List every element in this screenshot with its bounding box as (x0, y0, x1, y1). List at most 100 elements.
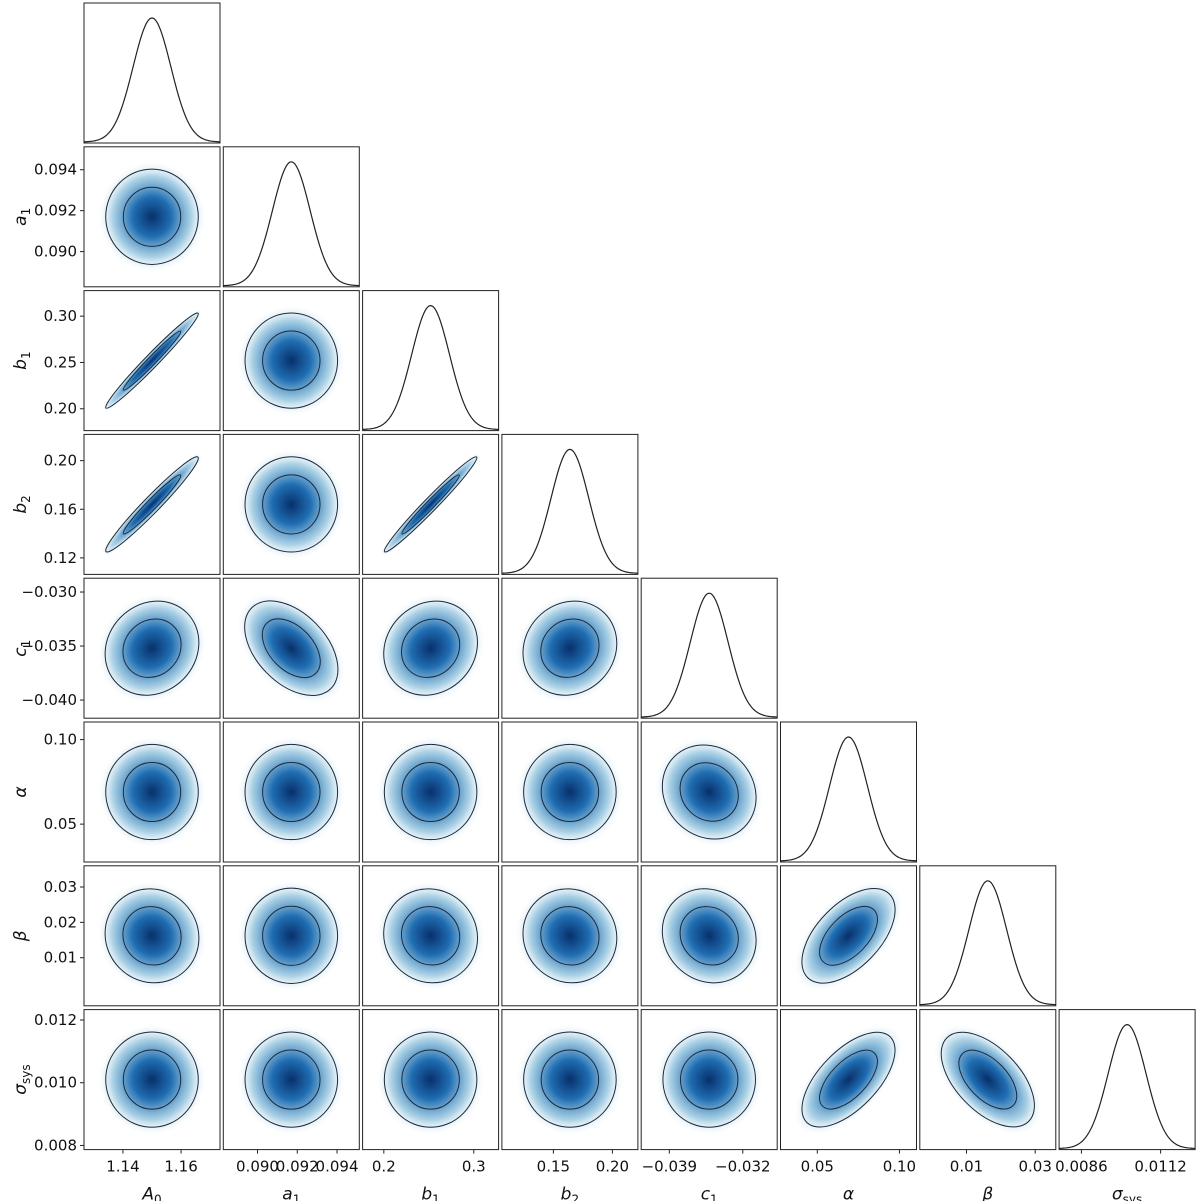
contour-68 (262, 1049, 321, 1110)
panel-frame (640, 1009, 778, 1151)
contour-68 (262, 761, 321, 823)
contour-68 (679, 906, 739, 966)
panel-frame (83, 290, 221, 432)
panel-7-7: 0.0086 0.0112 σsys (1055, 1009, 1196, 1201)
x-tick-label: −0.032 (715, 1158, 771, 1176)
contour-95 (383, 1031, 478, 1128)
density-fill (236, 592, 347, 705)
y-axis-label: a1 (11, 208, 33, 226)
panel-4-4 (640, 577, 778, 719)
panel-6-4 (640, 865, 778, 1007)
y-tick-label: 0.25 (44, 353, 77, 371)
y-tick-label: 0.20 (44, 400, 77, 418)
panel-7-3: 0.15 0.20 b2 (501, 1009, 639, 1201)
density-fill (97, 448, 207, 561)
contour-68 (401, 1049, 460, 1110)
contour-68 (262, 905, 321, 966)
panel-6-2 (362, 865, 500, 1007)
y-tick-label: 0.008 (34, 1136, 77, 1154)
x-axis-label: A0 (141, 1185, 161, 1201)
x-tick-label: 0.0112 (1134, 1158, 1187, 1176)
panel-frame (83, 146, 221, 288)
x-axis-label: σsys (1112, 1185, 1142, 1201)
contour-68 (540, 618, 600, 678)
density-fill (653, 880, 765, 992)
panel-6-6 (919, 865, 1057, 1007)
contour-68 (400, 906, 461, 966)
contour-68 (122, 1049, 182, 1110)
panel-frame (362, 865, 500, 1007)
marginal-curve (641, 592, 778, 718)
panel-2-2 (362, 290, 500, 432)
panel-3-2 (362, 433, 500, 575)
panel-frame (501, 577, 639, 719)
x-axis-label: a1 (282, 1185, 300, 1201)
panel-frame (222, 1009, 360, 1151)
panel-frame (83, 865, 221, 1007)
density-fill (653, 736, 765, 848)
contour-68 (122, 474, 182, 535)
contour-68 (122, 761, 182, 823)
panel-2-1 (222, 290, 360, 432)
density-fill (654, 1023, 764, 1136)
panel-frame (222, 146, 360, 288)
panel-frame (780, 1009, 917, 1151)
contour-95 (105, 743, 199, 841)
panel-frame (83, 2, 221, 144)
density-fill (514, 592, 626, 704)
contour-68 (679, 1049, 739, 1110)
y-axis-label: α (11, 786, 31, 797)
y-tick-label: 0.12 (44, 549, 77, 567)
x-tick-label: 0.092 (276, 1158, 319, 1176)
panel-6-0: 0.01 0.02 0.03 β (11, 865, 221, 1007)
y-tick-label: 0.010 (34, 1074, 77, 1092)
y-tick-label: 0.03 (44, 878, 77, 896)
panel-frame (362, 290, 500, 432)
contour-95 (244, 456, 339, 553)
x-axis-label: b2 (561, 1185, 579, 1201)
y-axis-label: σsys (11, 1064, 33, 1094)
panel-frame (501, 721, 639, 863)
contour-95 (523, 1031, 617, 1128)
y-tick-label: 0.090 (34, 243, 77, 261)
x-axis-label: β (981, 1185, 993, 1201)
panel-0-0 (83, 2, 221, 144)
panel-5-1 (222, 721, 360, 863)
density-fill (514, 880, 626, 992)
panel-1-0: 0.090 0.092 0.094 a1 (11, 146, 221, 288)
panel-frame (222, 290, 360, 432)
contour-95 (244, 887, 339, 984)
y-tick-label: 0.05 (44, 815, 77, 833)
contour-95 (104, 888, 200, 984)
y-tick-label: −0.035 (21, 637, 77, 655)
x-axis-label: c1 (701, 1185, 718, 1201)
contour-68 (540, 761, 600, 823)
panel-frame (83, 577, 221, 719)
panel-frame (222, 865, 360, 1007)
contour-68 (819, 905, 878, 966)
contour-95 (244, 600, 339, 696)
density-fill (97, 1023, 207, 1136)
x-tick-label: 0.01 (950, 1158, 983, 1176)
contour-68 (122, 618, 182, 678)
density-fill (375, 1023, 486, 1136)
contour-95 (104, 600, 200, 696)
panel-frame (362, 433, 500, 575)
y-tick-label: 0.02 (44, 913, 77, 931)
contour-95 (523, 743, 617, 841)
y-tick-label: 0.092 (34, 202, 77, 220)
contour-95 (801, 887, 896, 984)
y-axis-label: b1 (11, 351, 33, 369)
contour-68 (679, 762, 739, 822)
density-fill (515, 1023, 625, 1136)
density-fill (793, 879, 904, 992)
panel-5-5 (780, 721, 917, 863)
marginal-curve (780, 736, 917, 862)
x-tick-label: 0.05 (801, 1158, 834, 1176)
panel-frame (640, 577, 778, 719)
contour-68 (540, 906, 600, 966)
panel-7-4: −0.039 −0.032 c1 (640, 1009, 778, 1201)
panel-frame (501, 1009, 639, 1151)
